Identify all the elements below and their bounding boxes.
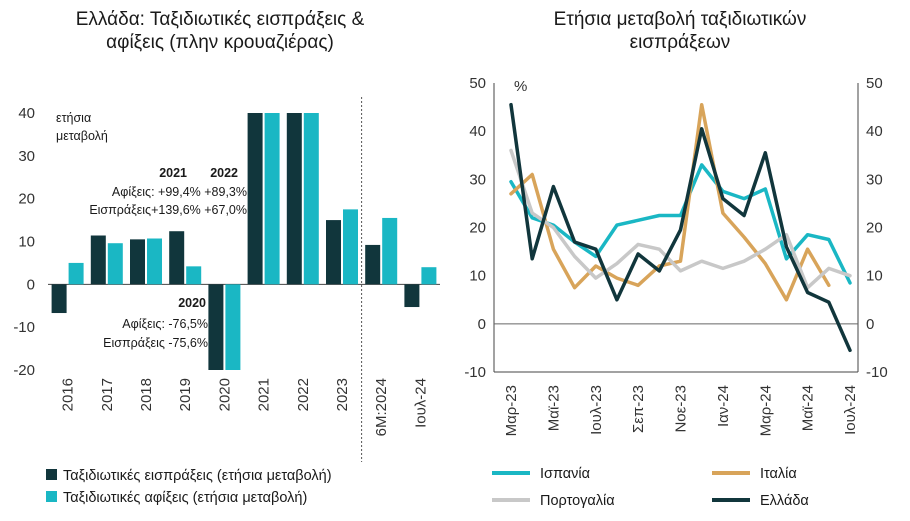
y-tick-label-left: -10 bbox=[464, 364, 486, 381]
y-tick-label-right: 0 bbox=[866, 316, 874, 333]
receipts-bar bbox=[208, 284, 224, 370]
legend-label: Ισπανία bbox=[540, 466, 590, 482]
y-tick-label-left: 20 bbox=[469, 220, 486, 237]
receipts-bar bbox=[130, 239, 145, 285]
unit-label: % bbox=[514, 78, 527, 95]
y-tick-label: -10 bbox=[13, 319, 35, 336]
right-title-line-1: Ετήσια μεταβολή ταξιδιωτικών bbox=[553, 9, 807, 30]
legend-label: Ταξιδιωτικές αφίξεις (ετήσια μεταβολή) bbox=[63, 490, 307, 506]
receipts-bar bbox=[169, 231, 185, 285]
receipts-bar bbox=[404, 284, 420, 308]
arrivals-bar bbox=[343, 209, 358, 285]
y-tick-label-left: 0 bbox=[478, 316, 486, 333]
series-line bbox=[509, 102, 831, 302]
y-tick-label: 30 bbox=[18, 148, 35, 165]
arrivals-bar bbox=[147, 238, 162, 285]
arrivals-bar bbox=[68, 262, 84, 285]
arrivals-bar bbox=[107, 243, 123, 285]
annotation-year-2020: 2020 bbox=[178, 296, 206, 310]
series-line bbox=[509, 148, 852, 290]
y-tick-label-left: 10 bbox=[469, 268, 486, 285]
receipts-bar bbox=[326, 220, 341, 285]
y-tick-label-right: 50 bbox=[866, 75, 883, 92]
x-tick-label: Νοε-23 bbox=[673, 385, 690, 433]
x-tick-label: Ιουλ-24 bbox=[842, 385, 859, 435]
receipts-bar bbox=[247, 113, 263, 285]
x-tick-label: 2019 bbox=[177, 378, 194, 411]
left-chart-title: Ελλάδα: Ταξιδιωτικές εισπράξεις & αφίξει… bbox=[10, 8, 430, 54]
y-tick-label: 0 bbox=[27, 276, 35, 293]
x-tick-label: Μαρ-24 bbox=[757, 385, 774, 436]
y-axis-label-line-1: ετήσια bbox=[56, 111, 91, 125]
x-tick-label: Ιαν-24 bbox=[715, 385, 732, 427]
x-tick-label: 2016 bbox=[60, 378, 77, 411]
annotation-receipts-2021-2022: Εισπράξεις+139,6% +67,0% bbox=[89, 203, 247, 217]
arrivals-bar bbox=[382, 217, 398, 285]
annotation-arrivals-2021-2022: Αφίξεις: +99,4% +89,3% bbox=[112, 185, 247, 199]
annotation-receipts-2020: Εισπράξεις -75,6% bbox=[103, 336, 208, 350]
annotation-year-2022: 2022 bbox=[210, 166, 238, 180]
legend-label: Ιταλία bbox=[760, 466, 797, 482]
receipts-bar bbox=[365, 244, 381, 285]
x-tick-label: 6M:2024 bbox=[373, 378, 390, 436]
bar-chart: 40 30 20 10 0 -10 -20 ετήσια μεταβολή 2016 2017 201… bbox=[13, 97, 440, 506]
y-tick-label-right: 40 bbox=[866, 123, 883, 140]
y-tick-label-left: 40 bbox=[469, 123, 486, 140]
y-tick-label: -20 bbox=[13, 362, 35, 379]
left-title-line-2: αφίξεις (πλην κρουαζιέρας) bbox=[106, 32, 334, 53]
arrivals-bar bbox=[186, 266, 202, 285]
x-tick-label: Ιουλ-23 bbox=[588, 385, 605, 435]
arrivals-bar bbox=[421, 267, 437, 285]
y-tick-label-left: 50 bbox=[469, 75, 486, 92]
receipts-bar bbox=[90, 235, 106, 285]
x-tick-label: 2021 bbox=[256, 378, 273, 411]
y-tick-label: 20 bbox=[18, 191, 35, 208]
legend-swatch bbox=[46, 469, 57, 480]
right-chart-title: Ετήσια μεταβολή ταξιδιωτικών εισπράξεων bbox=[470, 8, 890, 54]
y-axis-label-line-2: μεταβολή bbox=[56, 129, 108, 143]
x-tick-label: Σεπ-23 bbox=[630, 385, 647, 433]
arrivals-bar bbox=[225, 284, 241, 370]
receipts-bar bbox=[51, 284, 67, 314]
x-tick-label: Ιουλ-24 bbox=[412, 378, 429, 428]
x-tick-label: 2022 bbox=[295, 378, 312, 411]
y-tick-label: 10 bbox=[18, 234, 35, 251]
annotation-year-2021: 2021 bbox=[159, 166, 187, 180]
arrivals-bar bbox=[303, 113, 319, 285]
x-tick-label: 2018 bbox=[138, 378, 155, 411]
x-tick-label: Μαϊ-24 bbox=[800, 385, 817, 431]
x-tick-label: Μαρ-23 bbox=[503, 385, 520, 436]
arrivals-bar bbox=[264, 113, 280, 285]
x-tick-label: 2020 bbox=[216, 378, 233, 411]
legend-label: Ελλάδα bbox=[760, 493, 809, 509]
y-tick-label-right: -10 bbox=[866, 364, 888, 381]
y-tick-label-left: 30 bbox=[469, 171, 486, 188]
x-tick-label: 2023 bbox=[334, 378, 351, 411]
right-title-line-2: εισπράξεων bbox=[629, 32, 731, 53]
y-tick-label-right: 10 bbox=[866, 268, 883, 285]
legend-swatch bbox=[46, 491, 57, 502]
receipts-bar bbox=[286, 113, 302, 285]
y-tick-label-right: 20 bbox=[866, 220, 883, 237]
legend-label: Ταξιδιωτικές εισπράξεις (ετήσια μεταβολή… bbox=[63, 468, 332, 484]
y-tick-label-right: 30 bbox=[866, 171, 883, 188]
annotation-arrivals-2020: Αφίξεις: -76,5% bbox=[122, 317, 208, 331]
legend-label: Πορτογαλία bbox=[540, 493, 615, 509]
x-tick-label: 2017 bbox=[99, 378, 116, 411]
series-line bbox=[509, 102, 852, 353]
y-tick-label: 40 bbox=[18, 105, 35, 122]
x-tick-label: Μαϊ-23 bbox=[545, 385, 562, 431]
left-title-line-1: Ελλάδα: Ταξιδιωτικές εισπράξεις & bbox=[75, 9, 365, 30]
